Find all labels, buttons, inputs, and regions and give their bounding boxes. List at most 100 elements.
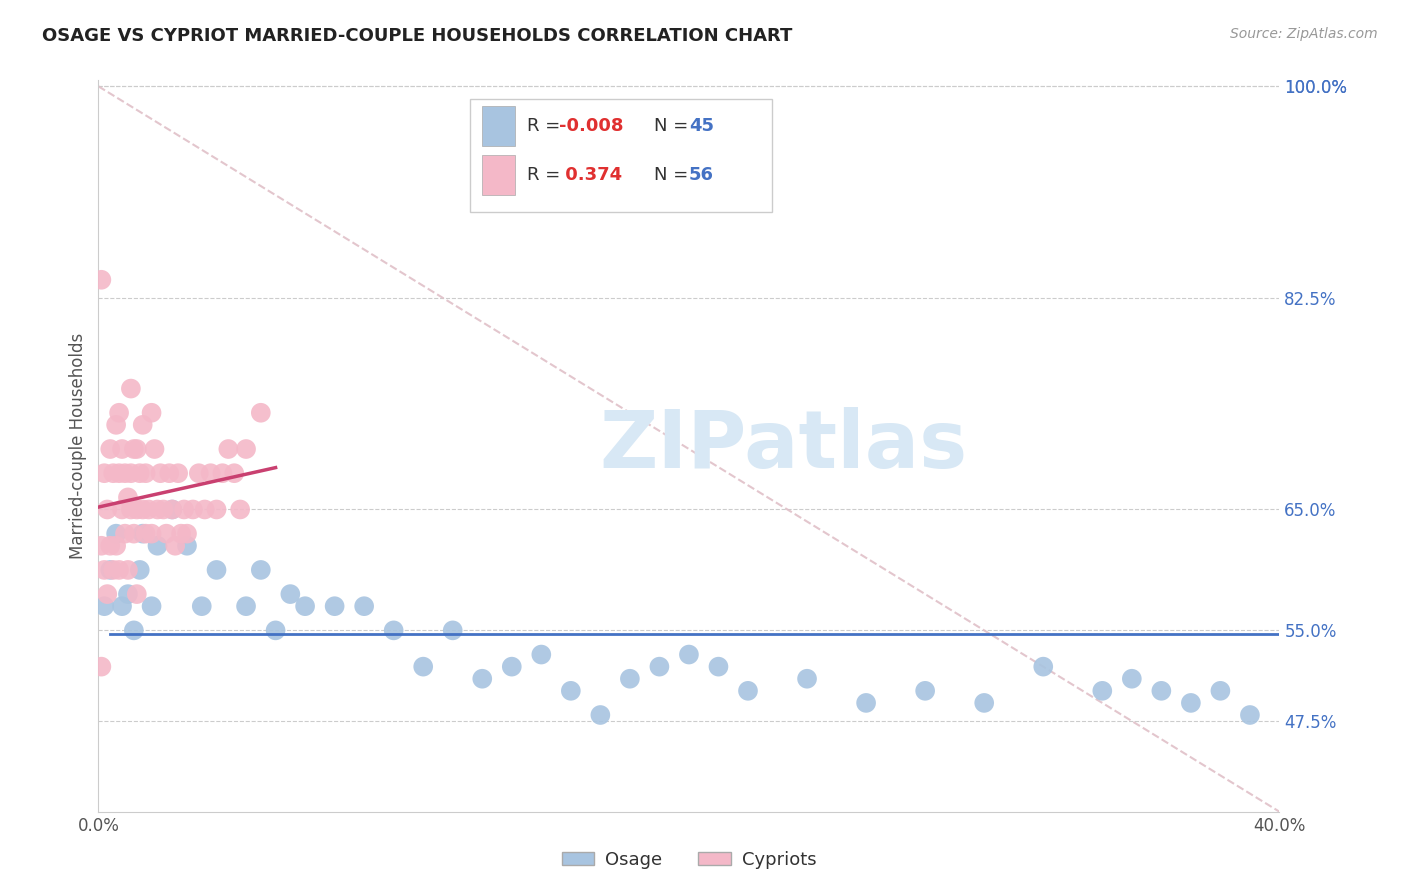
Point bbox=[103, 466, 125, 480]
Text: ZIPatlas: ZIPatlas bbox=[599, 407, 967, 485]
Point bbox=[382, 624, 405, 638]
Point bbox=[250, 563, 273, 577]
Point bbox=[128, 466, 150, 480]
Point bbox=[737, 683, 759, 698]
Text: N =: N = bbox=[654, 118, 693, 136]
Point bbox=[167, 466, 190, 480]
Text: N =: N = bbox=[654, 167, 693, 185]
Y-axis label: Married-couple Households: Married-couple Households bbox=[69, 333, 87, 559]
Point bbox=[125, 587, 148, 601]
Point bbox=[132, 526, 155, 541]
Point bbox=[125, 502, 148, 516]
Point bbox=[105, 417, 128, 432]
Point bbox=[264, 624, 287, 638]
Point bbox=[117, 491, 139, 505]
Point bbox=[114, 466, 136, 480]
Point bbox=[111, 442, 134, 456]
Point bbox=[122, 526, 145, 541]
Point bbox=[146, 502, 169, 516]
Legend: Osage, Cypriots: Osage, Cypriots bbox=[554, 844, 824, 876]
Point bbox=[170, 526, 193, 541]
Point bbox=[973, 696, 995, 710]
Point bbox=[323, 599, 346, 614]
Point bbox=[114, 526, 136, 541]
Text: OSAGE VS CYPRIOT MARRIED-COUPLE HOUSEHOLDS CORRELATION CHART: OSAGE VS CYPRIOT MARRIED-COUPLE HOUSEHOL… bbox=[42, 27, 793, 45]
Point bbox=[471, 672, 494, 686]
Text: 56: 56 bbox=[689, 167, 714, 185]
Point bbox=[108, 466, 131, 480]
Point bbox=[90, 659, 112, 673]
Point bbox=[165, 539, 187, 553]
Point bbox=[250, 406, 273, 420]
Point bbox=[187, 466, 209, 480]
Point bbox=[90, 539, 112, 553]
Text: R =: R = bbox=[527, 167, 567, 185]
Point bbox=[235, 442, 257, 456]
Point bbox=[93, 599, 115, 614]
Point bbox=[93, 563, 115, 577]
Point bbox=[914, 683, 936, 698]
Point bbox=[152, 502, 174, 516]
Text: Source: ZipAtlas.com: Source: ZipAtlas.com bbox=[1230, 27, 1378, 41]
Point bbox=[1091, 683, 1114, 698]
Point bbox=[560, 683, 582, 698]
Point bbox=[796, 672, 818, 686]
Point bbox=[98, 563, 121, 577]
Point bbox=[162, 502, 183, 516]
Point bbox=[108, 406, 131, 420]
Point bbox=[1180, 696, 1202, 710]
Point bbox=[146, 539, 169, 553]
Point bbox=[117, 563, 139, 577]
Point bbox=[98, 442, 121, 456]
Point bbox=[678, 648, 700, 662]
Point bbox=[108, 563, 131, 577]
Point bbox=[90, 273, 112, 287]
Point bbox=[120, 466, 142, 480]
Point bbox=[135, 466, 157, 480]
Point bbox=[229, 502, 252, 516]
Point bbox=[619, 672, 641, 686]
Point bbox=[141, 599, 163, 614]
Point bbox=[1121, 672, 1143, 686]
Point bbox=[141, 526, 163, 541]
Point bbox=[176, 539, 198, 553]
Point bbox=[1150, 683, 1173, 698]
Point bbox=[501, 659, 523, 673]
Point bbox=[98, 539, 121, 553]
Point bbox=[589, 708, 612, 723]
Point bbox=[96, 587, 118, 601]
Point bbox=[132, 417, 155, 432]
Point bbox=[530, 648, 553, 662]
Point bbox=[1239, 708, 1261, 723]
Point bbox=[224, 466, 246, 480]
Point bbox=[149, 466, 172, 480]
Point bbox=[194, 502, 217, 516]
Point bbox=[173, 502, 195, 516]
Point bbox=[191, 599, 214, 614]
Point bbox=[122, 624, 145, 638]
Point bbox=[162, 502, 183, 516]
Point bbox=[157, 466, 180, 480]
Point bbox=[278, 587, 302, 601]
Point bbox=[855, 696, 877, 710]
Point bbox=[353, 599, 375, 614]
Point bbox=[103, 563, 125, 577]
Point bbox=[120, 382, 142, 396]
Point bbox=[93, 466, 115, 480]
Point bbox=[176, 526, 198, 541]
Point bbox=[648, 659, 671, 673]
Point bbox=[205, 563, 228, 577]
Point bbox=[200, 466, 222, 480]
Point bbox=[441, 624, 464, 638]
Point bbox=[141, 406, 163, 420]
Point bbox=[205, 502, 228, 516]
Point bbox=[143, 442, 166, 456]
Point bbox=[96, 502, 118, 516]
Point bbox=[122, 442, 145, 456]
Point bbox=[1032, 659, 1054, 673]
Text: R =: R = bbox=[527, 118, 567, 136]
Point bbox=[294, 599, 316, 614]
FancyBboxPatch shape bbox=[471, 99, 772, 212]
Bar bbox=[482, 155, 516, 195]
Point bbox=[132, 502, 155, 516]
